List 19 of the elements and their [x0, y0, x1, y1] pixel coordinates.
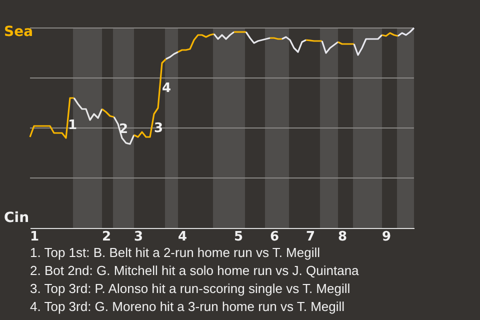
x-tick-label: 2 — [102, 230, 112, 244]
annotation: Sea — [4, 24, 34, 40]
x-tick-label: 6 — [270, 230, 280, 244]
annotation: 3 — [154, 121, 164, 137]
text: 3. Top 3rd: P. Alonso hit a run-scoring single vs T. Megill — [30, 280, 352, 298]
text: 4. Top 3rd: G. Moreno hit a 3-run home run vs T. Megill — [30, 298, 346, 316]
annotation: 4 — [162, 81, 172, 97]
x-tick-label: 1 — [30, 230, 40, 244]
x-tick-label: 3 — [134, 230, 144, 244]
text: 1. Top 1st: B. Belt hit a 2-run home run vs T. Megill — [30, 244, 321, 262]
text: 2. Bot 2nd: G. Mitchell hit a solo home run vs J. Quintana — [30, 262, 359, 280]
x-tick-label: 7 — [306, 230, 316, 244]
annotation: 2 — [119, 122, 128, 138]
x-tick-label: 9 — [382, 230, 392, 244]
x-tick-label: 8 — [338, 230, 348, 244]
x-tick-label: 5 — [234, 230, 244, 244]
x-tick-label: 4 — [178, 230, 188, 244]
text: Cin — [4, 210, 30, 226]
annotation: 1 — [68, 118, 78, 134]
